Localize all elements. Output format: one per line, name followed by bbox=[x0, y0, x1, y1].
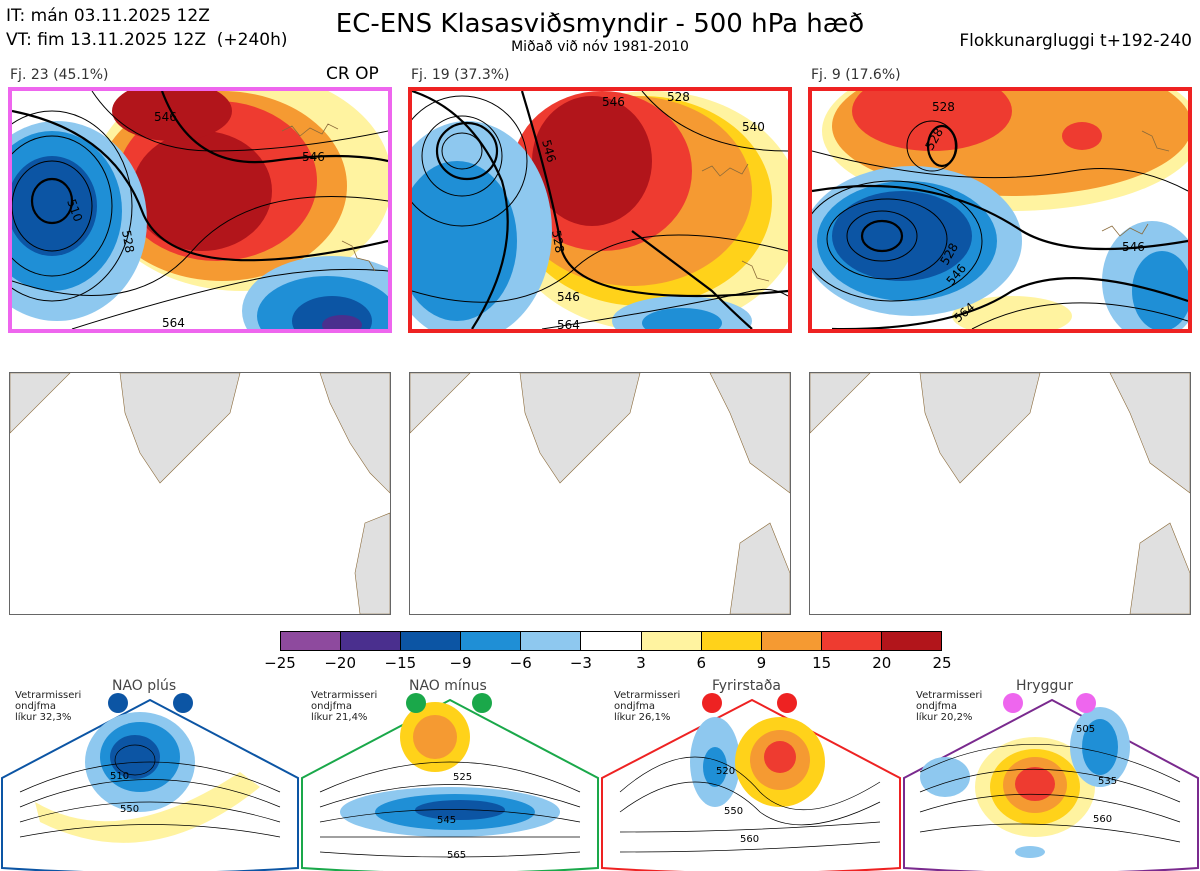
colorbar-tick-label: 3 bbox=[636, 654, 646, 672]
cluster-3-contour-label: 546 bbox=[1122, 240, 1145, 254]
colorbar-segment bbox=[341, 632, 402, 650]
regime-4-marker-right bbox=[1076, 693, 1096, 713]
regime-3-map: 520 550 560 bbox=[601, 698, 901, 871]
regime-1-contour-label: 550 bbox=[120, 804, 139, 815]
colorbar-segment bbox=[641, 632, 702, 650]
cluster-3-label: Fj. 9 (17.6%) bbox=[811, 67, 901, 83]
page-subtitle: Miðað við nóv 1981-2010 bbox=[511, 39, 689, 55]
cluster-1-label: Fj. 23 (45.1%) bbox=[10, 67, 109, 83]
regime-3-name: Fyrirstaða bbox=[712, 678, 781, 694]
page-title: EC-ENS Klasasviðsmyndir - 500 hPa hæð bbox=[335, 9, 865, 39]
regime-2-marker-right bbox=[472, 693, 492, 713]
cluster-2-contour-label: 528 bbox=[549, 229, 567, 254]
cluster-2-contour-label: 546 bbox=[557, 290, 580, 304]
colorbar-segment bbox=[761, 632, 822, 650]
cluster-1-contour-label: 528 bbox=[119, 229, 137, 254]
regime-1-marker-left bbox=[108, 693, 128, 713]
cluster-1-map: 546 528 546 564 510 bbox=[8, 87, 392, 333]
cluster-3-map: 528 528 528 546 564 546 bbox=[808, 87, 1192, 333]
regime-2-contour-label: 545 bbox=[437, 815, 456, 826]
colorbar bbox=[280, 631, 942, 651]
regime-2-contour-label: 565 bbox=[447, 850, 466, 861]
regime-3-marker-left bbox=[702, 693, 722, 713]
colorbar-segment bbox=[701, 632, 762, 650]
cluster-2-anomaly-field: 546 546 528 546 564 540 528 bbox=[412, 91, 788, 329]
colorbar-tick-label: −3 bbox=[569, 654, 592, 672]
cluster-2-contour-label: 564 bbox=[557, 318, 580, 329]
init-time: IT: mán 03.11.2025 12Z bbox=[6, 6, 210, 26]
regime-2-map: 525 545 565 bbox=[301, 698, 599, 871]
regime-3-contour-label: 550 bbox=[724, 806, 743, 817]
regime-3-contour-label: 560 bbox=[740, 834, 759, 845]
regime-1-note: Vetrarmisseri ondjfma líkur 32,3% bbox=[15, 690, 82, 723]
regime-3-contour-label: 520 bbox=[716, 766, 735, 777]
regime-3-marker-right bbox=[777, 693, 797, 713]
regime-2-name: NAO mínus bbox=[409, 678, 487, 694]
cluster-3-basemap bbox=[809, 372, 1191, 615]
cluster-2-contour-label: 546 bbox=[602, 95, 625, 109]
cluster-2-basemap bbox=[409, 372, 791, 615]
regime-4-name: Hryggur bbox=[1016, 678, 1073, 694]
colorbar-tick-label: 15 bbox=[812, 654, 832, 672]
cluster-2-map: 546 546 528 546 564 540 528 bbox=[408, 87, 792, 333]
colorbar-segment bbox=[401, 632, 462, 650]
regime-maps: 510 550 525 545 565 bbox=[1, 693, 1199, 871]
regime-3-note: Vetrarmisseri ondjfma líkur 26,1% bbox=[614, 690, 681, 723]
regime-1-contour-label: 510 bbox=[110, 771, 129, 782]
classification-window: Flokkunargluggi t+192-240 bbox=[959, 31, 1192, 51]
colorbar-tick-label: 25 bbox=[932, 654, 952, 672]
cluster-1-contour-label: 546 bbox=[154, 110, 177, 124]
cluster-1-basemap bbox=[9, 372, 391, 615]
regime-4-note: Vetrarmisseri ondjfma líkur 20,2% bbox=[916, 690, 983, 723]
colorbar-tick-label: −9 bbox=[449, 654, 472, 672]
regime-4-contour-label: 560 bbox=[1093, 814, 1112, 825]
cluster-3-anomaly-field: 528 528 528 546 564 546 bbox=[812, 91, 1188, 329]
basemap-land bbox=[10, 373, 390, 614]
colorbar-tick-label: 9 bbox=[756, 654, 767, 672]
regime-4-contour-label: 505 bbox=[1076, 724, 1095, 735]
regime-2-marker-left bbox=[406, 693, 426, 713]
colorbar-segment bbox=[881, 632, 942, 650]
colorbar-segment bbox=[281, 632, 342, 650]
cluster-1-tag: CR OP bbox=[326, 64, 379, 84]
regime-1-marker-right bbox=[173, 693, 193, 713]
colorbar-segment bbox=[461, 632, 522, 650]
cluster-2-contour-label: 546 bbox=[539, 138, 558, 164]
colorbar-segment bbox=[521, 632, 582, 650]
valid-time: VT: fim 13.11.2025 12Z (+240h) bbox=[6, 30, 288, 50]
regime-4-map: 505 535 560 bbox=[903, 698, 1199, 871]
cluster-2-contour-label: 540 bbox=[742, 120, 765, 134]
cluster-2-label: Fj. 19 (37.3%) bbox=[411, 67, 510, 83]
colorbar-segment bbox=[821, 632, 882, 650]
cluster-2-contour-label: 528 bbox=[667, 91, 690, 104]
regime-1-map: 510 550 bbox=[1, 698, 299, 871]
cluster-1-contour-label: 564 bbox=[162, 316, 185, 329]
regime-4-marker-left bbox=[1003, 693, 1023, 713]
basemap-land bbox=[410, 373, 790, 614]
regime-2-contour-label: 525 bbox=[453, 772, 472, 783]
colorbar-tick-label: 20 bbox=[872, 654, 892, 672]
regime-4-contour-label: 535 bbox=[1098, 776, 1117, 787]
regime-2-note: Vetrarmisseri ondjfma líkur 21,4% bbox=[311, 690, 378, 723]
cluster-1-anomaly-field: 546 528 546 564 510 bbox=[12, 91, 388, 329]
colorbar-tick-label: 6 bbox=[696, 654, 707, 672]
colorbar-tick-label: −20 bbox=[324, 654, 356, 672]
basemap-land bbox=[810, 373, 1190, 614]
colorbar-tick-label: −25 bbox=[264, 654, 296, 672]
colorbar-tick-label: −6 bbox=[509, 654, 532, 672]
regime-1-name: NAO plús bbox=[112, 678, 177, 694]
cluster-1-contour-label: 546 bbox=[302, 150, 325, 164]
colorbar-segment bbox=[581, 632, 642, 650]
colorbar-tick-label: −15 bbox=[384, 654, 417, 672]
cluster-3-contour-label: 528 bbox=[932, 100, 955, 114]
